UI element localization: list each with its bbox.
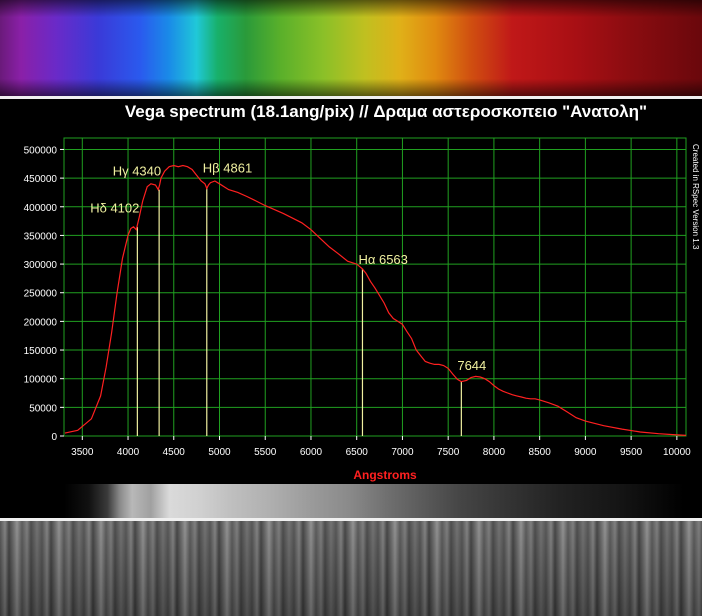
annotation-label-1: Hγ 4340	[113, 163, 161, 178]
series-line	[64, 164, 687, 436]
grid	[63, 137, 687, 437]
x-tick-label-6: 6500	[346, 447, 369, 458]
x-tick-label-12: 9500	[620, 447, 643, 458]
y-tick-label-3: 150000	[24, 346, 58, 357]
x-tick-label-9: 8000	[483, 447, 506, 458]
annotation-labels: Hδ 4102 Hγ 4340 Hβ 4861 Hα 6563 7644	[90, 160, 486, 373]
grayscale-spectrum-strip	[64, 484, 684, 518]
y-tick-label-4: 200000	[24, 317, 58, 328]
x-tick-label-0: 3500	[71, 447, 94, 458]
x-tick-label-1: 4000	[117, 447, 140, 458]
y-axis-tick-labels: 0 50000 100000 150000 200000 250000 300000 3500…	[24, 145, 64, 443]
x-tick-label-8: 7500	[437, 447, 460, 458]
x-tick-label-13: 10000	[663, 447, 691, 458]
y-tick-label-2: 100000	[24, 375, 58, 386]
annotation-label-4: 7644	[457, 358, 486, 373]
y-tick-label-8: 400000	[24, 203, 58, 214]
x-tick-label-2: 4500	[163, 447, 186, 458]
y-tick-label-1: 50000	[29, 403, 57, 414]
x-tick-label-5: 6000	[300, 447, 323, 458]
chart-title: Vega spectrum (18.1ang/pix) // Δραμα αστ…	[124, 102, 648, 121]
separator-bottom	[0, 518, 702, 521]
color-spectrum-shading	[0, 0, 702, 96]
x-tick-label-3: 5000	[208, 447, 231, 458]
plot-area-background	[64, 138, 686, 436]
annotation-label-0: Hδ 4102	[90, 201, 139, 216]
annotation-lines	[136, 188, 462, 436]
y-tick-label-10: 500000	[24, 145, 58, 156]
plot-frame	[63, 137, 687, 437]
y-tick-label-0: 0	[51, 432, 57, 443]
y-tick-label-5: 250000	[24, 289, 58, 300]
x-tick-label-7: 7000	[391, 447, 414, 458]
software-credit-note: Created in RSpec Version 1.3	[691, 144, 700, 250]
raw-spectrum-image	[0, 521, 702, 616]
x-tick-label-11: 9000	[574, 447, 597, 458]
x-tick-label-4: 5500	[254, 447, 277, 458]
x-tick-label-10: 8500	[529, 447, 552, 458]
annotation-label-2: Hβ 4861	[203, 160, 252, 175]
y-tick-label-6: 300000	[24, 260, 58, 271]
annotation-label-3: Hα 6563	[358, 252, 407, 267]
y-tick-label-7: 350000	[24, 231, 58, 242]
x-axis-label: Angstroms	[353, 468, 417, 482]
spectrum-chart: 0 50000 100000 150000 200000 250000 300000 3500…	[24, 137, 700, 482]
separator-top	[0, 96, 702, 99]
raw-spectrum-shading	[0, 521, 702, 616]
x-axis-tick-labels: 3500 4000 4500 5000 5500 6000 6500 7000 7500 8000…	[71, 436, 691, 458]
y-tick-label-9: 450000	[24, 174, 58, 185]
